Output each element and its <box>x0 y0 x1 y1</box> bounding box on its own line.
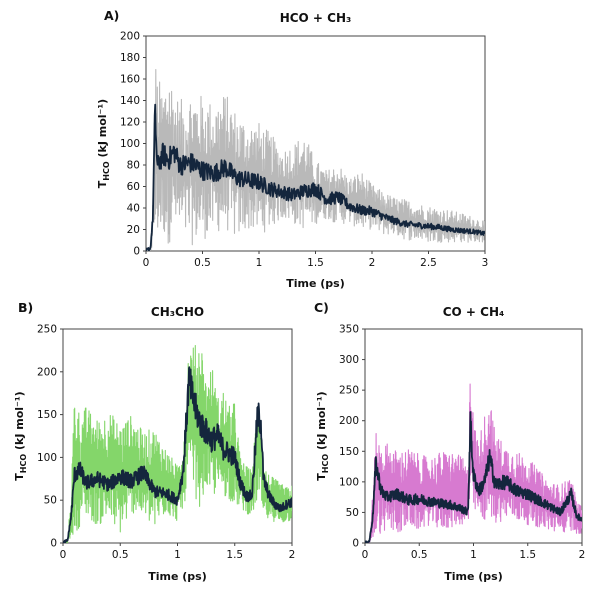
y-tick-label: 50 <box>44 495 57 507</box>
y-tick-label: 350 <box>339 324 359 336</box>
x-tick-label: 1 <box>470 549 477 561</box>
mean-series-line <box>63 366 292 543</box>
band-series-line <box>146 68 485 251</box>
y-axis-label-sub: HCO <box>102 161 111 181</box>
band-series-line <box>365 383 582 543</box>
x-tick-label: 0.5 <box>194 257 211 269</box>
y-axis-label-main: T <box>315 473 328 481</box>
x-axis-label: Time (ps) <box>148 570 207 583</box>
x-tick-label: 2.5 <box>420 257 437 269</box>
y-axis-label-sub: HCO <box>321 454 330 474</box>
y-axis-label-unit: (kJ mol⁻¹) <box>315 391 328 454</box>
panel-label: C) <box>314 300 329 315</box>
y-tick-label: 0 <box>352 538 359 550</box>
chart-title: HCO + CH₃ <box>280 11 352 25</box>
y-tick-label: 140 <box>120 95 140 107</box>
y-tick-label: 150 <box>37 409 57 421</box>
y-tick-label: 0 <box>50 538 57 550</box>
y-tick-label: 100 <box>37 452 57 464</box>
x-axis-label: Time (ps) <box>286 277 345 290</box>
y-axis-label-main: T <box>96 180 109 188</box>
panel-label: B) <box>18 300 33 315</box>
series-area <box>365 383 582 543</box>
y-tick-label: 200 <box>120 31 140 43</box>
y-tick-label: 80 <box>127 160 140 172</box>
y-tick-label: 160 <box>120 74 140 86</box>
series-area <box>146 68 485 251</box>
x-tick-label: 1 <box>256 257 263 269</box>
x-tick-label: 1.5 <box>226 549 243 561</box>
chart-panel-1: 0 20 40 60 80 100 120 140 160 180 200 0 0.5 1 1.5 2 2.5 3… <box>96 8 488 290</box>
y-tick-label: 250 <box>37 324 57 336</box>
x-tick-label: 0 <box>60 549 67 561</box>
mean-series-line <box>365 411 582 543</box>
y-axis-label-unit: (kJ mol⁻¹) <box>13 391 26 454</box>
y-tick-label: 20 <box>127 224 140 236</box>
y-tick-label: 150 <box>339 446 359 458</box>
y-axis-label: THCO (kJ mol⁻¹) <box>13 391 28 480</box>
series-area <box>63 344 292 543</box>
y-tick-label: 40 <box>127 203 140 215</box>
y-axis-label-main: T <box>13 473 26 481</box>
band-series-line <box>63 344 292 543</box>
x-tick-label: 2 <box>289 549 296 561</box>
x-tick-label: 0 <box>143 257 150 269</box>
x-tick-label: 2 <box>369 257 376 269</box>
y-tick-label: 200 <box>339 415 359 427</box>
y-tick-label: 100 <box>339 476 359 488</box>
x-tick-label: 0.5 <box>112 549 129 561</box>
y-tick-label: 200 <box>37 366 57 378</box>
panel-label: A) <box>104 8 119 23</box>
x-tick-label: 1 <box>174 549 181 561</box>
y-tick-label: 100 <box>120 138 140 150</box>
y-axis-label-unit: (kJ mol⁻¹) <box>96 99 109 162</box>
chart-panel-2: 0 50 100 150 200 250 0 0.5 1 1.5 2 Time (ps) THCO (k… <box>13 300 295 583</box>
x-tick-label: 0 <box>362 549 369 561</box>
chart-title: CO + CH₄ <box>443 305 505 319</box>
y-tick-label: 120 <box>120 117 140 129</box>
y-tick-label: 300 <box>339 354 359 366</box>
y-axis-label: THCO (kJ mol⁻¹) <box>96 99 111 188</box>
y-tick-label: 180 <box>120 52 140 64</box>
chart-title: CH₃CHO <box>151 305 204 319</box>
y-axis-label-sub: HCO <box>19 454 28 474</box>
x-tick-label: 1.5 <box>307 257 324 269</box>
x-tick-label: 2 <box>579 549 586 561</box>
x-axis-label: Time (ps) <box>444 570 503 583</box>
x-tick-label: 0.5 <box>411 549 428 561</box>
x-tick-label: 1.5 <box>519 549 536 561</box>
chart-panel-3: 0 50 100 150 200 250 300 350 0 0.5 1 1.5 2 Time (ps) T… <box>314 300 585 583</box>
y-tick-label: 250 <box>339 385 359 397</box>
y-tick-label: 60 <box>127 181 140 193</box>
y-axis-label: THCO (kJ mol⁻¹) <box>315 391 330 480</box>
y-tick-label: 50 <box>346 507 359 519</box>
mean-series-line <box>146 103 485 251</box>
x-tick-label: 3 <box>482 257 489 269</box>
y-tick-label: 0 <box>133 246 140 258</box>
